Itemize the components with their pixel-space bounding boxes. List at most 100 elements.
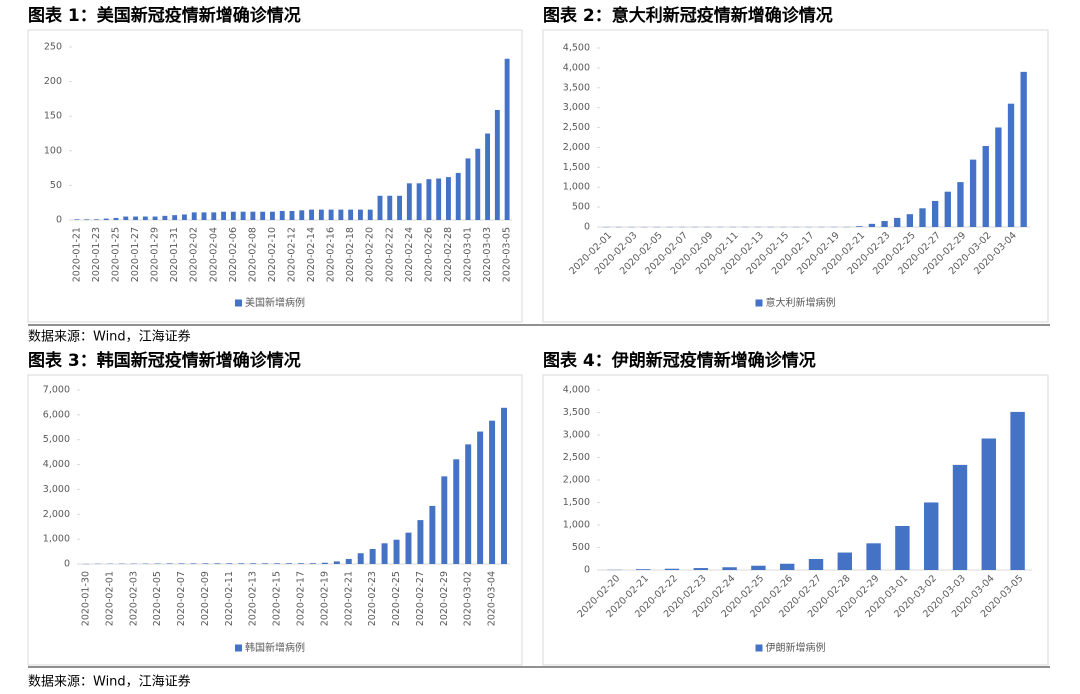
- bar: [274, 563, 281, 564]
- y-tick-label: 7,000: [43, 385, 70, 396]
- bar: [84, 219, 90, 220]
- bar: [286, 563, 293, 564]
- y-tick-label: 3,500: [563, 407, 590, 418]
- x-tick-label: 2020-01-27: [130, 227, 141, 282]
- bar: [1010, 411, 1025, 570]
- bar: [321, 562, 328, 564]
- bar: [201, 212, 207, 220]
- bar: [475, 148, 481, 220]
- bar: [162, 215, 168, 220]
- bar: [504, 58, 510, 220]
- x-tick-label: 2020-02-08: [247, 227, 258, 282]
- y-tick-label: 3,000: [43, 484, 70, 495]
- bar: [297, 563, 304, 564]
- x-tick-label: 2020-02-10: [267, 227, 278, 282]
- bar: [416, 183, 422, 220]
- bar: [182, 214, 187, 220]
- x-tick-label: 2020-02-28: [443, 227, 454, 282]
- y-tick-label: 4,000: [43, 459, 70, 470]
- bar: [358, 209, 363, 220]
- bar: [868, 223, 876, 227]
- bar: [152, 216, 158, 220]
- y-tick-label: 4,000: [563, 385, 590, 396]
- bar: [309, 563, 316, 564]
- bar: [837, 552, 852, 570]
- x-tick-label: 2020-01-21: [71, 227, 82, 282]
- x-tick-label: 2020-02-07: [176, 571, 187, 626]
- y-tick-label: 1,000: [43, 534, 70, 545]
- x-tick-label: 2020-02-19: [319, 571, 330, 626]
- bar: [489, 420, 496, 564]
- bar: [333, 561, 340, 564]
- y-tick-label: 4,500: [563, 43, 590, 54]
- x-tick-label: 2020-02-15: [272, 571, 283, 626]
- y-tick-label: 3,000: [563, 430, 590, 441]
- x-tick-label: 2020-02-22: [384, 227, 395, 282]
- x-tick-label: 2020-02-20: [365, 227, 376, 282]
- bar: [501, 407, 508, 564]
- bar: [202, 563, 209, 564]
- bar: [190, 563, 197, 564]
- x-tick-label: 2020-02-09: [200, 571, 211, 626]
- bar: [262, 563, 269, 564]
- bar: [944, 191, 951, 227]
- bar: [881, 221, 888, 227]
- bar: [357, 553, 364, 564]
- bar: [260, 211, 266, 220]
- bar: [465, 444, 472, 564]
- y-tick-label: 0: [64, 559, 70, 570]
- y-tick-label: 100: [44, 145, 62, 156]
- bar: [142, 216, 148, 220]
- x-tick-label: 2020-02-01: [104, 571, 115, 626]
- bar: [226, 563, 233, 564]
- x-tick-label: 2020-02-12: [287, 227, 298, 282]
- bar: [1007, 103, 1015, 227]
- y-tick-label: 5,000: [43, 434, 70, 445]
- x-tick-label: 2020-02-03: [128, 571, 139, 626]
- y-tick-label: 500: [572, 202, 590, 213]
- bar: [1020, 71, 1027, 227]
- chart-title: 图表 2：意大利新冠疫情新增确诊情况: [543, 5, 833, 26]
- bar: [240, 211, 246, 220]
- bar: [780, 563, 795, 570]
- x-tick-label: 2020-03-01: [463, 227, 474, 282]
- bar: [446, 177, 451, 220]
- y-tick-label: 0: [584, 222, 590, 233]
- x-tick-label: 2020-02-17: [295, 571, 306, 626]
- bar: [426, 179, 432, 220]
- bar: [982, 146, 989, 227]
- bar: [393, 539, 400, 564]
- legend-swatch: [755, 299, 763, 307]
- bar: [250, 563, 257, 564]
- x-tick-label: 2020-02-14: [306, 227, 317, 282]
- bar: [894, 217, 901, 227]
- x-tick-label: 2020-02-26: [423, 227, 434, 282]
- bar: [123, 216, 129, 220]
- x-tick-label: 2020-02-29: [439, 571, 450, 626]
- chart-frame: [542, 374, 1049, 666]
- bar: [221, 211, 226, 220]
- bar: [856, 226, 863, 227]
- bar: [485, 133, 490, 220]
- bar: [441, 476, 448, 564]
- bar: [103, 218, 109, 220]
- chart-frame: [542, 29, 1049, 323]
- bar: [381, 543, 388, 564]
- bar: [133, 216, 138, 220]
- y-tick-label: 200: [44, 76, 62, 87]
- x-tick-label: 2020-02-21: [343, 571, 354, 626]
- bar: [345, 558, 352, 564]
- y-tick-label: 2,500: [563, 452, 590, 463]
- bar: [436, 178, 442, 220]
- bar: [318, 209, 324, 220]
- x-tick-label: 2020-02-25: [391, 571, 402, 626]
- bar: [494, 109, 500, 220]
- legend-swatch: [235, 644, 242, 652]
- x-tick-label: 2020-02-18: [345, 227, 356, 282]
- y-tick-label: 3,000: [563, 102, 590, 113]
- x-tick-label: 2020-03-02: [463, 571, 474, 626]
- legend-swatch: [755, 644, 763, 652]
- y-tick-label: 3,500: [563, 82, 590, 93]
- bar: [957, 182, 964, 227]
